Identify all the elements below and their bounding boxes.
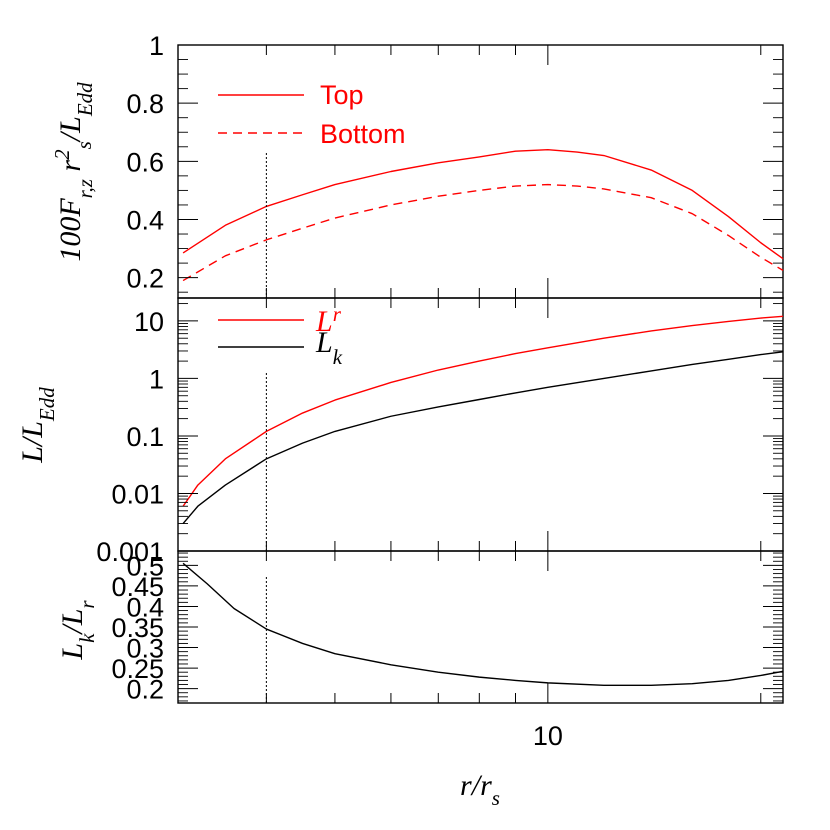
series-line-bottom-l-k-l-r [182,562,784,687]
ylabel-top: 100Fr,z r2s/LEdd [50,82,97,262]
ytick-label-top: 0.4 [126,205,164,235]
legend-label-lk: Lk [315,326,343,369]
panels [177,44,784,704]
legend-label-top: Top [320,80,364,110]
ylabel-middle: L/LEdd [16,387,59,464]
xlabel: r/rs [460,769,500,810]
ytick-label-bottom: 0.25 [111,654,164,684]
legend-top: Top Bottom [218,80,406,149]
series-line-top-bottom [182,183,784,282]
ytick-label-middle: 0.001 [96,537,164,567]
ytick-label-bottom: 0.5 [126,551,164,581]
series-layer [182,148,784,687]
panel-frame-middle [177,297,784,552]
ticks-layer [177,44,783,703]
ytick-label-bottom: 0.45 [111,572,164,602]
labels-layer: 0.20.40.60.810.0010.010.11100.20.250.30.… [96,31,562,751]
ytick-label-bottom: 0.2 [126,675,164,705]
series-line-top-top [182,148,784,260]
panel-frame-top [177,44,784,299]
series-line-middle-l-k [182,351,784,525]
legend-label-lr: Lr [315,302,342,338]
ylabel-bottom: Lk/Lr [56,600,99,661]
legend-label-bottom: Bottom [320,119,406,149]
ytick-label-bottom: 0.4 [126,592,164,622]
xtick-label: 10 [533,721,563,751]
ytick-label-middle: 0.01 [111,479,164,509]
ytick-label-top: 0.8 [126,89,164,119]
ytick-label-top: 0.2 [126,264,164,294]
ytick-label-bottom: 0.35 [111,613,164,643]
ytick-label-bottom: 0.3 [126,634,164,664]
series-line-middle-l-r [182,315,784,507]
panel-frame-bottom [177,550,784,704]
ytick-label-top: 1 [149,31,164,61]
ytick-label-middle: 0.1 [126,422,164,452]
ytick-label-top: 0.6 [126,147,164,177]
ytick-label-middle: 1 [149,364,164,394]
ytick-label-middle: 10 [134,307,164,337]
legend-middle: Lr Lk [218,302,343,369]
